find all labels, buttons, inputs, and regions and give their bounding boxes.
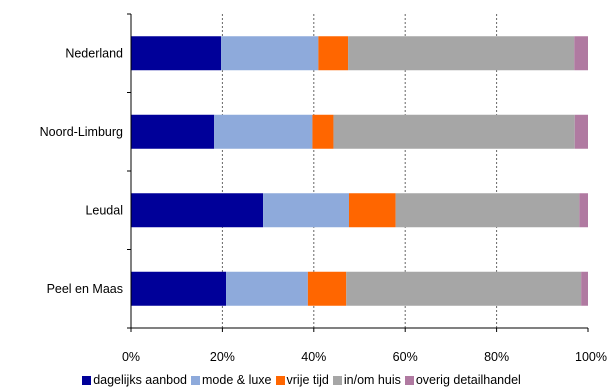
bar-segment [318,36,349,71]
bar-segment [307,271,347,306]
bar-segment [333,114,575,149]
bar-segment [214,114,313,149]
x-tick-label: 100% [575,350,607,364]
bar-group [131,36,588,306]
category-labels: Nederland Noord-Limburg Leudal Peel en Maas [40,46,123,296]
bar-segment [131,36,222,71]
bar-segment [131,271,227,306]
category-label: Peel en Maas [47,282,123,296]
category-label: Nederland [65,46,123,60]
legend-label: in/om huis [343,373,401,387]
bar-segment [579,193,588,228]
bar-segment [574,114,588,149]
x-tick-label: 80% [484,350,509,364]
legend-label: overig detailhandel [415,373,521,387]
bar-segment [131,114,215,149]
legend-swatch [275,375,285,385]
bar-segment [348,193,396,228]
bar-segment [263,193,349,228]
bar-segment [574,36,588,71]
legend-swatch [191,375,201,385]
bar-segment [581,271,588,306]
axes [127,13,589,332]
bar-segment [226,271,308,306]
category-label: Leudal [85,203,123,217]
legend-label: mode & luxe [202,373,272,387]
x-tick-label: 20% [210,350,235,364]
x-tick-label: 0% [122,350,140,364]
legend-label: dagelijks aanbod [93,373,188,387]
bar-segment [348,36,575,71]
legend-item: vrije tijd [275,373,329,387]
legend-swatch [82,375,92,385]
legend-item: dagelijks aanbod [82,373,187,387]
x-tick-label: 40% [301,350,326,364]
bar-segment [221,36,319,71]
bar-segment [395,193,580,228]
legend-item: mode & luxe [191,373,272,387]
bar-segment [131,193,264,228]
bar-segment [346,271,582,306]
legend-swatch [404,375,414,385]
legend-label: vrije tijd [286,373,329,387]
bar-segment [312,114,334,149]
legend-item: in/om huis [332,373,401,387]
legend: dagelijks aanbod mode & luxe vrije tijd in/… [0,371,607,389]
legend-swatch [332,375,342,385]
legend-item: overig detailhandel [404,373,521,387]
category-label: Noord-Limburg [40,125,123,139]
x-tick-label: 60% [393,350,418,364]
x-tick-labels: 0% 20% 40% 60% 80% 100% [122,350,607,364]
